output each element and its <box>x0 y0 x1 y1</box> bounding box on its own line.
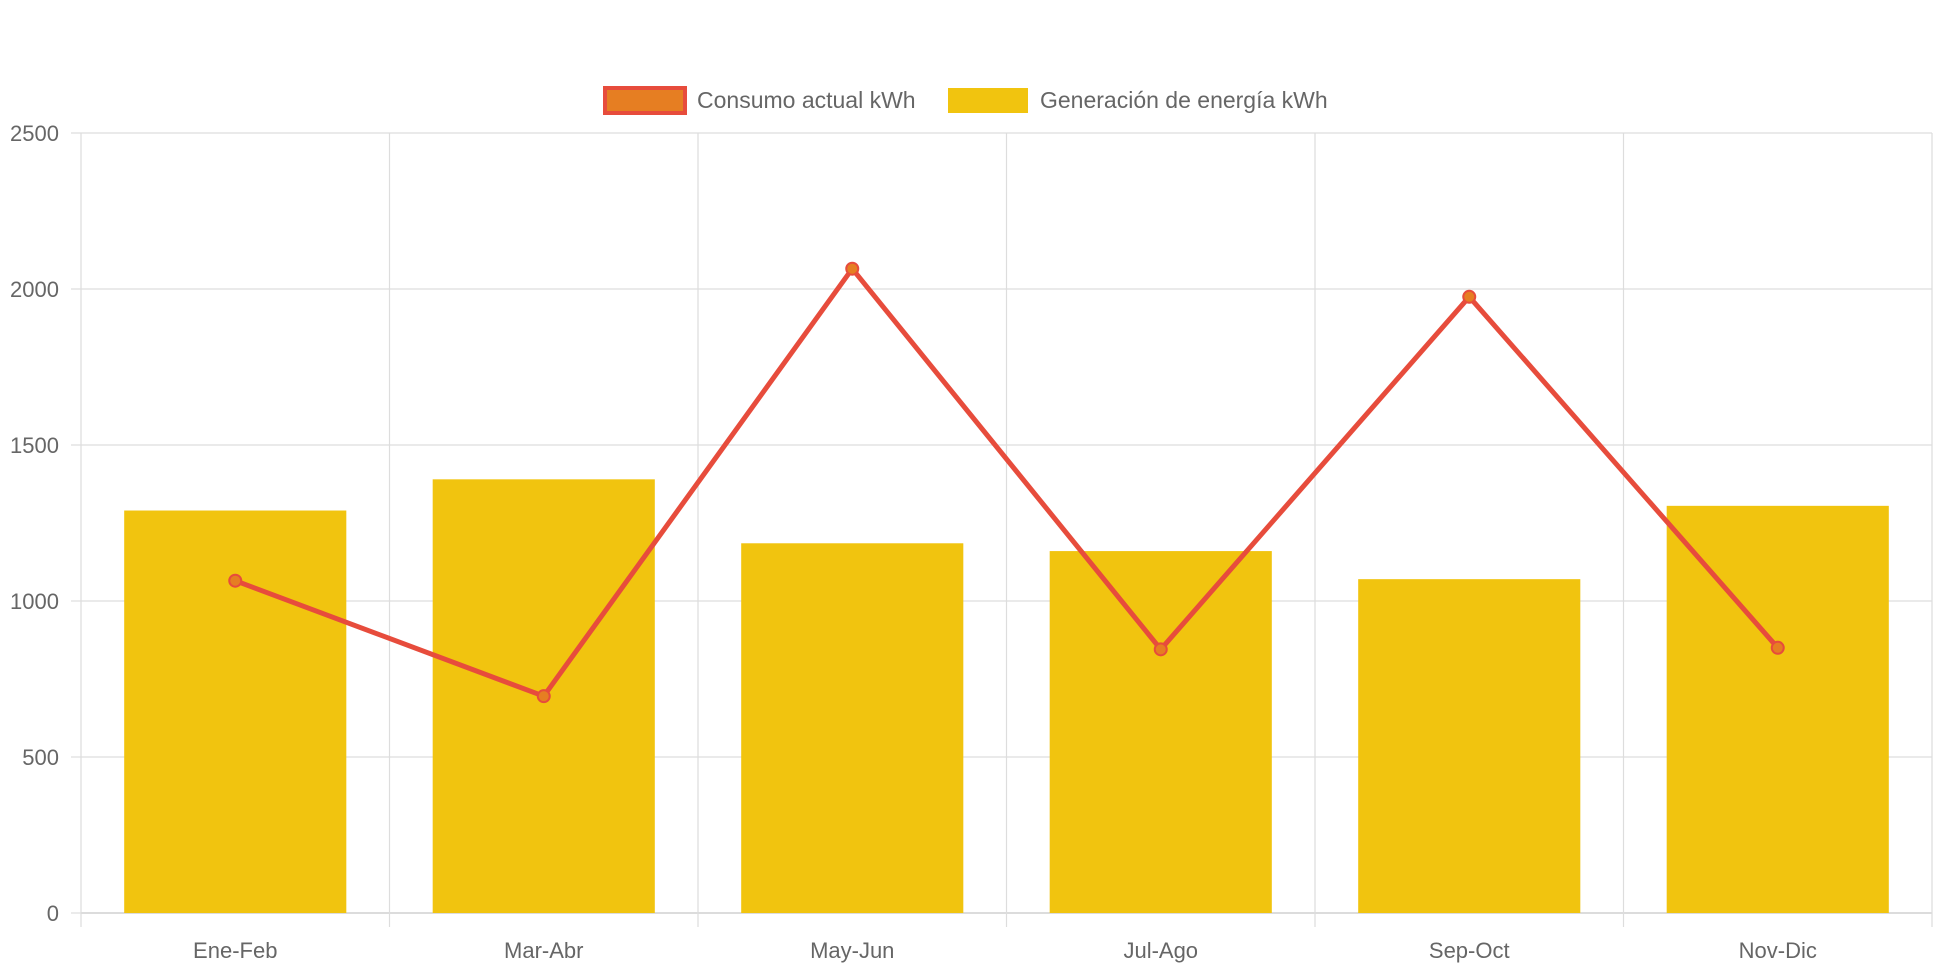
legend-swatch-consumo <box>603 86 687 115</box>
x-tick-label-Mar-Abr: Mar-Abr <box>504 938 583 963</box>
bar-Ene-Feb <box>124 510 347 913</box>
bar-Nov-Dic <box>1666 505 1889 913</box>
y-tick-label-0: 0 <box>47 901 59 926</box>
legend-label-consumo: Consumo actual kWh <box>697 87 916 113</box>
y-tick-label-2500: 2500 <box>10 121 59 146</box>
x-tick-label-Nov-Dic: Nov-Dic <box>1739 938 1817 963</box>
y-tick-label-1500: 1500 <box>10 433 59 458</box>
bar-series <box>124 479 1889 913</box>
point-Nov-Dic <box>1770 640 1785 655</box>
grid <box>71 132 1933 927</box>
point-Sep-Oct <box>1462 289 1477 304</box>
legend-item-consumo[interactable]: Consumo actual kWh <box>603 86 916 115</box>
x-tick-label-Ene-Feb: Ene-Feb <box>193 938 277 963</box>
point-Mar-Abr <box>536 689 551 704</box>
x-tick-label-Jul-Ago: Jul-Ago <box>1123 938 1198 963</box>
y-tick-label-1000: 1000 <box>10 589 59 614</box>
line-path-consumo <box>234 264 1780 700</box>
x-tick-label-Sep-Oct: Sep-Oct <box>1429 938 1510 963</box>
axes: 0 500 1000 1500 2000 2500 Ene-Feb Mar-Abr May-Ju… <box>10 121 1817 963</box>
point-Jul-Ago <box>1153 642 1168 657</box>
legend-item-generacion[interactable]: Generación de energía kWh <box>948 87 1328 113</box>
y-tick-label-2000: 2000 <box>10 277 59 302</box>
point-May-Jun <box>845 261 860 276</box>
legend: Consumo actual kWh Generación de energía… <box>603 86 1328 115</box>
legend-swatch-generacion <box>948 88 1028 113</box>
y-tick-label-500: 500 <box>22 745 59 770</box>
bar-Sep-Oct <box>1358 579 1581 913</box>
bar-Jul-Ago <box>1049 551 1272 913</box>
line-series <box>228 261 1785 704</box>
bar-May-Jun <box>741 543 964 913</box>
x-tick-label-May-Jun: May-Jun <box>810 938 894 963</box>
point-Ene-Feb <box>228 573 243 588</box>
legend-label-generacion: Generación de energía kWh <box>1040 87 1328 113</box>
